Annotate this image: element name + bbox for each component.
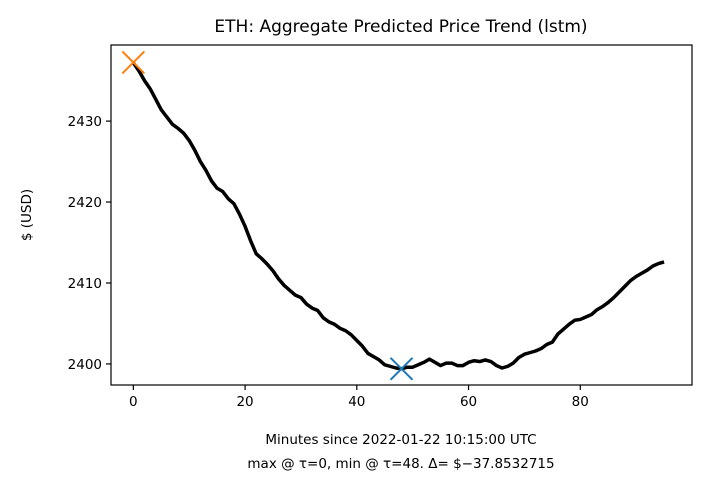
x-axis-label: Minutes since 2022-01-22 10:15:00 UTC: [265, 432, 536, 448]
y-tick-label: 2410: [68, 276, 102, 292]
y-tick-label: 2400: [68, 357, 102, 373]
x-tick-label: 40: [348, 394, 365, 410]
price-trend-line: [131, 61, 665, 371]
x-tick-label: 20: [236, 394, 253, 410]
x-tick-label: 0: [129, 394, 138, 410]
max-marker: [121, 50, 146, 75]
x-tick-label: 80: [572, 394, 589, 410]
y-tick-label: 2430: [68, 114, 102, 130]
x-tick-label: 60: [460, 394, 477, 410]
y-tick-label: 2420: [68, 195, 102, 211]
x-axis-sublabel: max @ τ=0, min @ τ=48. Δ= $−37.8532715: [247, 456, 554, 472]
y-axis-label: $ (USD): [19, 189, 35, 241]
axes-frame: [110, 44, 693, 386]
chart-title: ETH: Aggregate Predicted Price Trend (ls…: [214, 17, 587, 37]
plot-area: [121, 50, 665, 381]
min-marker: [389, 357, 414, 381]
